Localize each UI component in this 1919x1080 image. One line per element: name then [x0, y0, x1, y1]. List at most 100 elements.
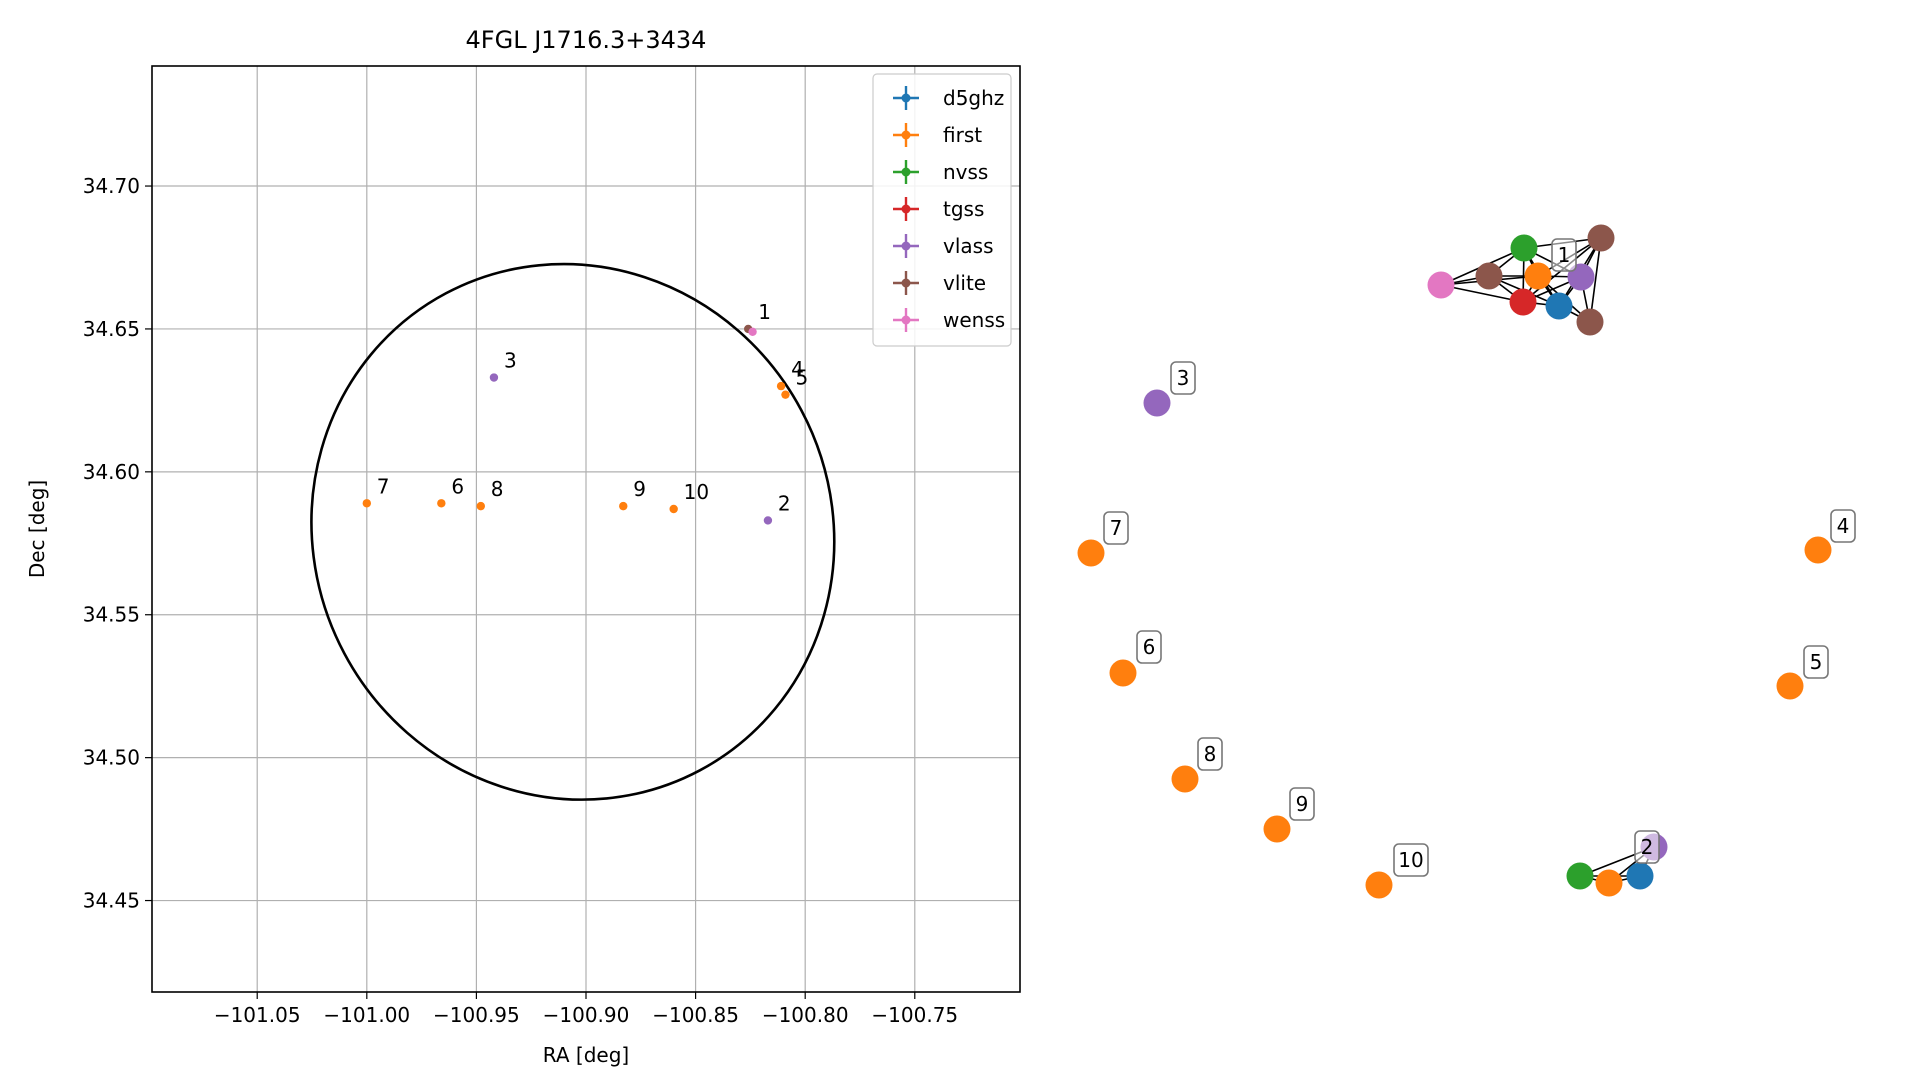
- network-node-vlite: [1475, 262, 1503, 290]
- network-edge: [1440, 284, 1524, 303]
- legend-dot-vlass: [901, 241, 911, 251]
- network-node-first: [1524, 262, 1552, 290]
- network-label-box: [1170, 361, 1196, 395]
- network-label-box: [1103, 511, 1129, 545]
- source-points: 45 6 7 8 9 10 3 2 1: [362, 300, 808, 525]
- source-point-first: [619, 501, 628, 511]
- legend-dot-vlite: [901, 278, 911, 288]
- x-tick-label: −100.80: [762, 1003, 849, 1027]
- network-node-d5ghz: [1545, 292, 1573, 320]
- network-label: 9: [1296, 792, 1309, 816]
- source-label: 8: [491, 477, 504, 501]
- source-point-first: [776, 381, 786, 391]
- network-node-first: [1109, 659, 1137, 687]
- legend-dot-nvss: [901, 167, 911, 177]
- source-label: 1: [758, 300, 771, 324]
- source-point-vlass: [763, 516, 773, 525]
- y-tick-label: 34.45: [83, 889, 140, 913]
- legend-dot-tgss: [901, 204, 911, 214]
- source-point-vlass: [489, 373, 499, 382]
- network-node-wenss: [1427, 271, 1455, 299]
- source-label: 9: [633, 477, 646, 501]
- x-tick-label: −100.90: [543, 1003, 630, 1027]
- legend-label-nvss: nvss: [943, 160, 988, 184]
- source-label: 5: [795, 366, 808, 390]
- legend-dot-d5ghz: [901, 93, 911, 103]
- source-point-first: [437, 499, 446, 508]
- network-label-box: [1393, 843, 1429, 877]
- x-tick-label: −100.95: [433, 1003, 520, 1027]
- network-node-first: [1263, 815, 1291, 843]
- legend-dot-wenss: [901, 315, 911, 325]
- network-node-vlass: [1143, 389, 1171, 417]
- network-node-first: [1776, 672, 1804, 700]
- network-label: 7: [1110, 516, 1123, 540]
- network-label-box: [1289, 787, 1315, 821]
- network-label-box: [1830, 509, 1856, 543]
- network-label-box: [1551, 238, 1577, 272]
- y-tick-label: 34.70: [83, 174, 140, 198]
- ellipse-outline: [310, 262, 836, 801]
- legend-label-first: first: [943, 123, 982, 147]
- network-label-box: [1197, 737, 1223, 771]
- network-edge: [1589, 237, 1602, 323]
- source-label: 7: [377, 474, 390, 498]
- network-label: 4: [1837, 514, 1850, 538]
- legend-label-wenss: wenss: [943, 308, 1005, 332]
- source-label: 10: [684, 480, 709, 504]
- network-labels: 1 3 7 6 8 9 10 4 5 2: [1103, 238, 1856, 877]
- network-node-nvss: [1510, 234, 1538, 262]
- chart-title: 4FGL J1716.3+3434: [466, 26, 707, 54]
- y-tick-label: 34.60: [83, 460, 140, 484]
- source-point-first: [781, 390, 790, 399]
- source-label: 6: [451, 474, 464, 498]
- network-label-box: [1803, 645, 1829, 679]
- legend-label-vlass: vlass: [943, 234, 994, 258]
- legend-box: [872, 73, 1012, 347]
- network-label: 10: [1398, 848, 1423, 872]
- network-label: 6: [1143, 635, 1156, 659]
- network-node-d5ghz: [1626, 862, 1654, 890]
- network-node-first: [1171, 765, 1199, 793]
- source-point-first: [669, 504, 678, 514]
- y-axis-label: Dec [deg]: [25, 480, 49, 578]
- x-tick-label: −101.05: [214, 1003, 301, 1027]
- y-tick-label: 34.55: [83, 603, 140, 627]
- network-nodes: [1077, 224, 1832, 899]
- legend-dot-first: [901, 130, 911, 140]
- y-tick-label: 34.65: [83, 317, 140, 341]
- network-node-first: [1077, 539, 1105, 567]
- grid: [152, 66, 1020, 992]
- scatter-panel: 4FGL J1716.3+3434 45 6 7 8 9 10 3 2 1 −101.05 −10…: [25, 26, 1021, 1067]
- source-label: 3: [504, 349, 517, 373]
- network-node-vlite: [1587, 224, 1615, 252]
- network-label: 5: [1810, 650, 1823, 674]
- network-node-tgss: [1509, 288, 1537, 316]
- x-axis: −101.05 −101.00 −100.95 −100.90 −100.85 −100.…: [214, 992, 958, 1027]
- y-tick-label: 34.50: [83, 746, 140, 770]
- network-label-box: [1136, 630, 1162, 664]
- legend-label-tgss: tgss: [943, 197, 984, 221]
- source-point-wenss: [748, 327, 757, 336]
- x-axis-label: RA [deg]: [543, 1043, 629, 1067]
- uncertainty-ellipse: [310, 262, 836, 801]
- network-label: 8: [1204, 742, 1217, 766]
- source-label: 2: [778, 491, 791, 515]
- network-node-vlite: [1576, 308, 1604, 336]
- network-label: 2: [1641, 835, 1654, 859]
- source-point-first: [362, 499, 372, 508]
- network-node-first: [1804, 536, 1832, 564]
- network-label: 1: [1558, 243, 1571, 267]
- network-label-box: [1634, 830, 1660, 864]
- network-label: 3: [1177, 366, 1190, 390]
- network-node-nvss: [1566, 862, 1594, 890]
- y-axis: 34.45 34.50 34.55 34.60 34.65 34.70: [83, 174, 152, 913]
- network-node-first: [1595, 869, 1623, 897]
- source-label: 4: [791, 357, 804, 381]
- legend-label-d5ghz: d5ghz: [943, 86, 1004, 110]
- network-panel: 1 3 7 6 8 9 10 4 5 2: [1077, 224, 1856, 899]
- legend: d5ghz first nvss tgss vlass vlite wenss: [872, 73, 1012, 347]
- x-tick-label: −101.00: [323, 1003, 410, 1027]
- network-node-first: [1365, 871, 1393, 899]
